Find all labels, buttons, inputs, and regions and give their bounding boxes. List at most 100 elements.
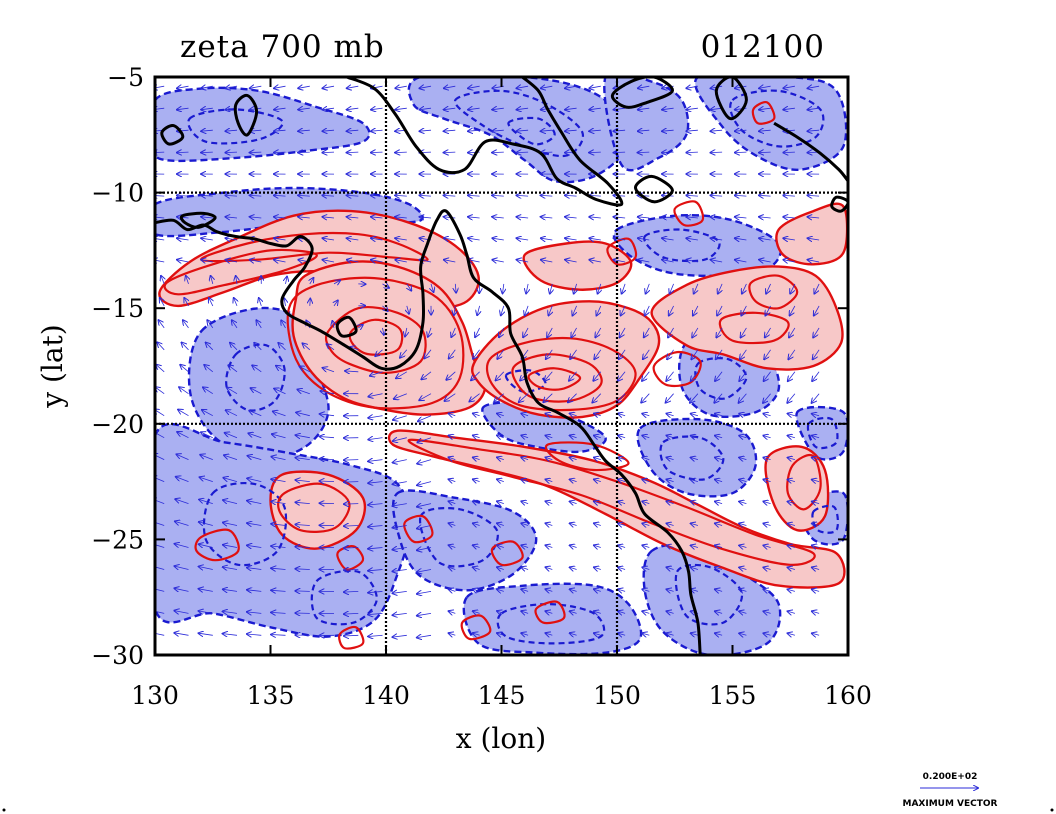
wind-vector [642,501,650,503]
wind-vector [494,393,505,402]
wind-vector [492,238,504,240]
vector-legend-label: MAXIMUM VECTOR [902,799,997,809]
negative-region [155,186,424,238]
wind-vector [177,152,189,153]
wind-vector [407,305,409,314]
wind-vector [788,545,796,547]
wind-vector [199,567,213,570]
wind-vector [790,305,796,316]
wind-vector [272,434,286,438]
wind-vector [763,480,771,482]
wind-vector [763,414,771,416]
wind-vector [209,298,213,307]
wind-vector [667,589,674,591]
x-tick-label: 130 [131,681,179,710]
wind-vector [155,195,165,196]
wind-vector [642,611,650,613]
wind-vector [371,130,383,131]
wind-vector [393,570,407,572]
wind-vector [594,611,601,613]
wind-vector [764,371,771,381]
wind-vector [666,371,674,381]
wind-vector [204,365,214,373]
wind-vector [395,86,407,88]
wind-vector [517,86,529,88]
wind-vector [199,611,213,613]
wind-vector [670,283,674,294]
wind-vector [686,108,698,110]
wind-vector [226,238,238,240]
wind-vector [521,545,529,547]
wind-vector [614,108,626,110]
wind-vector [449,633,456,635]
wind-vector [295,525,310,526]
wind-vector [715,545,723,547]
wind-vector [393,591,407,593]
wind-vector [541,217,553,218]
wind-vector [546,523,553,525]
wind-vector [691,567,699,569]
wind-vector [716,327,723,338]
wind-vector [473,545,480,547]
negative-region [795,405,848,461]
wind-vector [541,130,553,131]
wind-vector [199,500,213,504]
wind-vector [783,195,795,196]
wind-vector [155,521,165,526]
wind-vector [790,283,796,294]
wind-vector [451,327,455,337]
wind-vector [250,152,262,153]
wind-vector [594,523,601,525]
wind-vector [347,130,359,131]
wind-vector [783,108,795,110]
positive-contour [534,600,566,625]
wind-vector [517,130,529,131]
wind-vector [594,414,601,416]
wind-vector [295,502,310,503]
wind-vector [686,238,698,240]
wind-vector [444,86,456,88]
positive-region [522,240,633,291]
wind-vector [273,411,286,417]
wind-vector [812,436,820,438]
wind-vector [497,501,504,503]
wind-vector [589,217,601,218]
wind-vector [177,108,189,110]
wind-vector [252,365,262,373]
positive-region [764,445,830,532]
wind-vector [368,526,383,527]
positive-contour [652,350,702,388]
wind-vector [274,195,286,196]
coastline-segment [155,209,702,655]
wind-vector [228,365,238,373]
wind-vector [763,524,771,526]
wind-vector [594,436,601,438]
wind-vector [711,260,723,262]
wind-vector [286,277,288,284]
wind-vector [247,501,262,504]
wind-vector [395,217,407,218]
wind-vector [444,108,456,110]
wind-vector [691,349,699,359]
wind-vector [638,260,650,262]
wind-vector [589,86,601,88]
wind-vector [642,633,650,635]
wind-vector [570,633,577,635]
wind-vector [715,480,723,482]
wind-vector [765,327,771,338]
wind-vector [296,435,310,438]
wind-vector [156,365,165,373]
wind-vector [177,432,189,439]
wind-vector [812,611,820,613]
wind-vector [686,86,698,88]
x-tick-label: 145 [478,681,526,710]
negative-contour [507,116,556,146]
wind-vector [691,523,699,525]
wind-vector [759,217,771,218]
wind-vector [473,413,480,415]
wind-vector [473,633,480,635]
wind-vector [155,387,165,395]
wind-vector [225,195,238,196]
wind-vector [735,152,747,153]
wind-vector [471,371,480,380]
